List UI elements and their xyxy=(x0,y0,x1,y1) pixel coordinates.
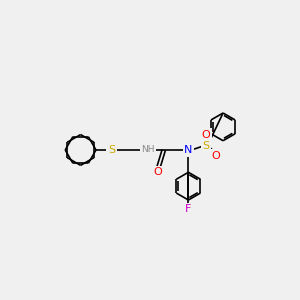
Text: O: O xyxy=(153,167,162,177)
Text: S: S xyxy=(202,141,210,151)
Text: S: S xyxy=(108,145,115,155)
Text: N: N xyxy=(184,145,193,155)
Text: O: O xyxy=(211,151,220,161)
Text: O: O xyxy=(202,130,211,140)
Text: NH: NH xyxy=(142,146,155,154)
Text: F: F xyxy=(185,204,192,214)
